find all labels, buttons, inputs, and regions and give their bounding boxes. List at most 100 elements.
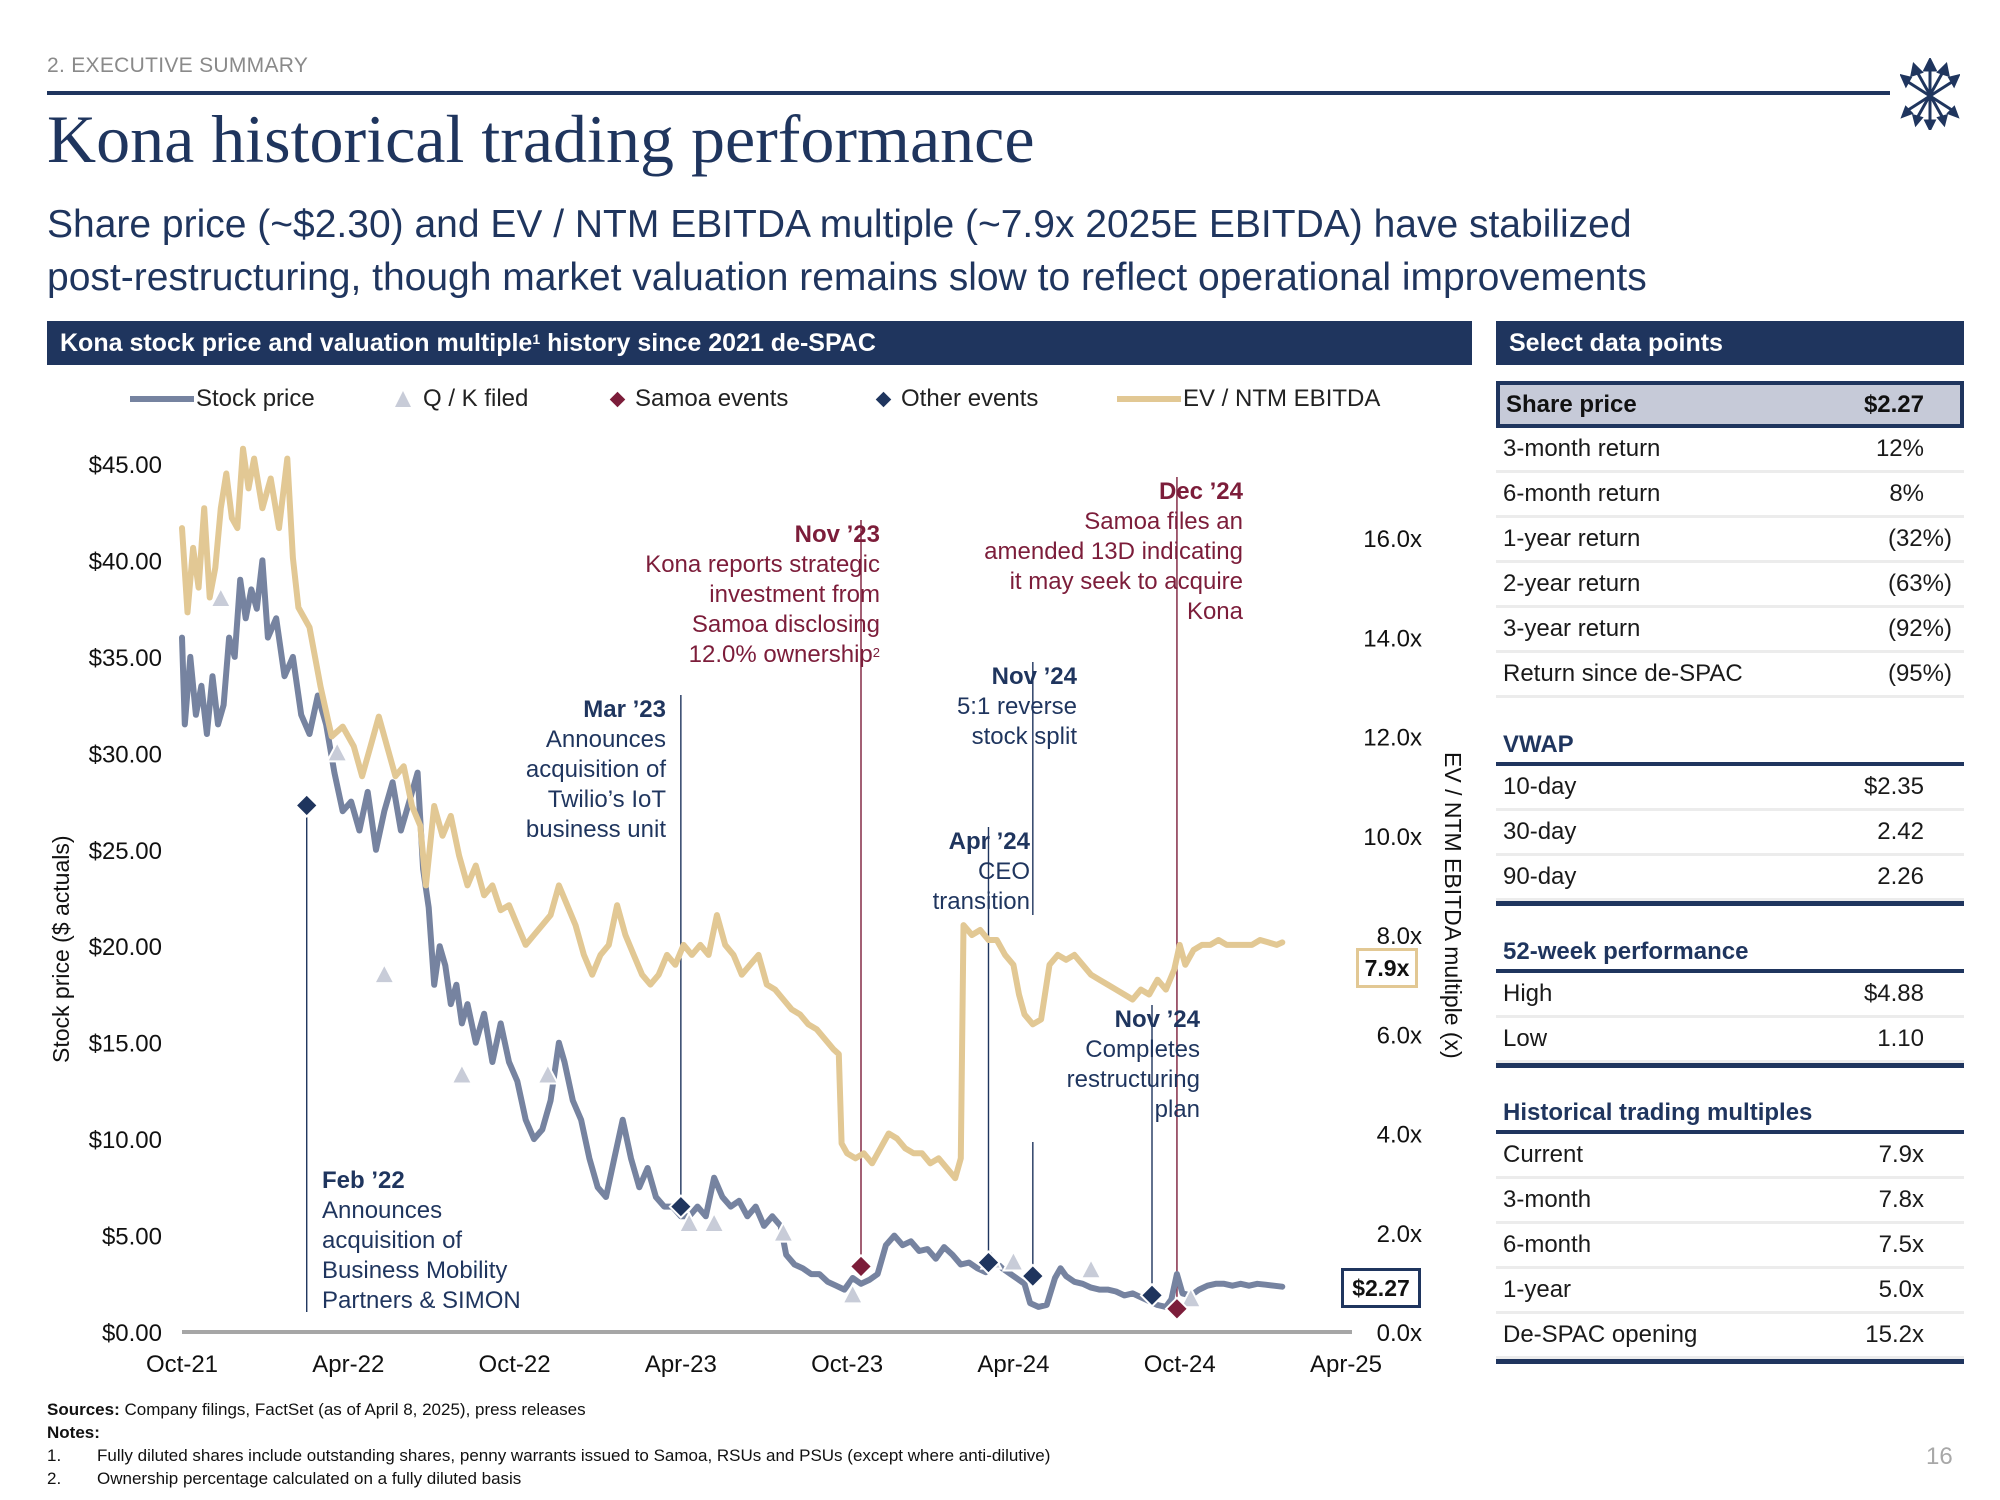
x-tick-label: Oct-21 xyxy=(146,1351,218,1378)
annotation-text: Business Mobility xyxy=(322,1257,508,1284)
row-label: Current xyxy=(1503,1141,1584,1168)
header-rule xyxy=(47,91,1890,95)
qk-filed-marker xyxy=(536,1062,560,1085)
annotation-text: stock split xyxy=(971,723,1077,750)
share-price-value: $2.27 xyxy=(1863,390,1924,418)
y-tick-label-left: $10.00 xyxy=(89,1127,162,1154)
x-tick-label: Oct-24 xyxy=(1144,1351,1216,1378)
section-label: 2. EXECUTIVE SUMMARY xyxy=(47,54,309,77)
stock-price-line xyxy=(179,557,1286,1310)
row-label: 3-month return xyxy=(1503,435,1661,462)
annotation-text: restructuring xyxy=(1066,1066,1200,1093)
arrows-bundle-icon xyxy=(1900,58,1960,130)
row-value: $2.35 xyxy=(1863,773,1924,800)
chart-legend: Stock price Q / K filed Samoa events Oth… xyxy=(130,382,1430,416)
note-text: Fully diluted shares include outstanding… xyxy=(97,1446,1051,1465)
annotation-apr-24: Apr ’24 CEO transition xyxy=(933,827,1030,917)
qk-filed-marker xyxy=(325,740,349,763)
footnote-ref-1: 1 xyxy=(532,331,541,347)
row-label: Low xyxy=(1503,1025,1548,1052)
row-value: (92%) xyxy=(1887,615,1952,642)
current-price-label: $2.27 xyxy=(1341,1268,1421,1308)
qk-filed-marker xyxy=(702,1210,726,1233)
page-title: Kona historical trading performance xyxy=(47,101,1035,177)
table-row: Return since de-SPAC (95%) xyxy=(1496,653,1964,698)
annotation-text: it may seek to acquire xyxy=(1009,568,1243,595)
legend-item-stock-price: Stock price xyxy=(130,382,315,416)
y-tick-label-left: $20.00 xyxy=(89,934,162,961)
row-value: 2.26 xyxy=(1877,863,1924,890)
annotation-text: Twilio’s IoT xyxy=(547,786,666,813)
annotation-nov-24-split: Nov ’24 5:1 reverse stock split xyxy=(957,662,1077,752)
table-row: 6-month 7.5x xyxy=(1496,1224,1964,1269)
legend-label: Q / K filed xyxy=(423,385,529,412)
qk-filed-marker xyxy=(450,1062,474,1085)
annotation-date: Nov ’24 xyxy=(1114,1006,1200,1033)
row-value: $4.88 xyxy=(1863,980,1924,1007)
table-row: 1-year 5.0x xyxy=(1496,1269,1964,1314)
annotation-date: Feb ’22 xyxy=(322,1167,405,1194)
y-tick-label-left: $35.00 xyxy=(89,645,162,672)
qk-filed-marker xyxy=(1179,1286,1203,1309)
ev-ebitda-line xyxy=(179,445,1286,1182)
annotation-date: Nov ’24 xyxy=(991,663,1077,690)
annotation-text: Kona reports strategic xyxy=(645,551,880,578)
row-label: 1-year xyxy=(1503,1276,1572,1303)
x-tick-label: Apr-25 xyxy=(1310,1351,1382,1378)
x-tick-label: Oct-22 xyxy=(479,1351,551,1378)
annotation-date: Mar ’23 xyxy=(583,696,666,723)
y-tick-label-right: 2.0x xyxy=(1377,1221,1422,1248)
y-tick-label-left: $30.00 xyxy=(89,741,162,768)
notes-label: Notes: xyxy=(47,1423,100,1442)
chart-panel-header: Kona stock price and valuation multiple1… xyxy=(47,321,1472,365)
annotation-text: Completes xyxy=(1085,1036,1200,1063)
annotation-nov-23: Nov ’23 Kona reports strategic investmen… xyxy=(645,520,880,670)
row-label: 10-day xyxy=(1503,773,1577,800)
annotation-text: 12.0% ownership xyxy=(688,641,873,668)
table-end-rule xyxy=(1496,1063,1964,1068)
x-tick-label: Oct-23 xyxy=(811,1351,883,1378)
note-2: 2. Ownership percentage calculated on a f… xyxy=(47,1467,1050,1490)
row-label: 90-day xyxy=(1503,863,1577,890)
subtitle-line-2: post-restructuring, though market valuat… xyxy=(47,256,1647,299)
page-subtitle: Share price (~$2.30) and EV / NTM EBITDA… xyxy=(47,198,1947,304)
note-text: Ownership percentage calculated on a ful… xyxy=(97,1469,522,1488)
annotation-text: investment from xyxy=(709,581,880,608)
legend-swatch-line xyxy=(1117,396,1181,402)
annotation-date: Nov ’23 xyxy=(794,521,880,548)
row-label: High xyxy=(1503,980,1553,1007)
x-tick-label: Apr-24 xyxy=(977,1351,1049,1378)
week52-table: 52-week performance High $4.88 Low 1.10 xyxy=(1496,929,1964,1068)
qk-filed-marker xyxy=(209,585,233,609)
chart-panel-title: Kona stock price and valuation multiple xyxy=(60,329,533,357)
chart-panel-title-rest: history since 2021 de-SPAC xyxy=(540,329,876,357)
row-value: 2.42 xyxy=(1877,818,1924,845)
table-row: High $4.88 xyxy=(1496,973,1964,1018)
annotation-feb-22: Feb ’22 Announces acquisition of Busines… xyxy=(322,1166,521,1316)
row-label: 6-month return xyxy=(1503,480,1661,507)
y-tick-label-right: 14.0x xyxy=(1363,625,1422,652)
y-tick-label-left: $5.00 xyxy=(102,1224,162,1251)
annotation-text: transition xyxy=(932,888,1030,915)
week52-title: 52-week performance xyxy=(1496,929,1964,973)
y-tick-label-right: 10.0x xyxy=(1363,824,1422,851)
row-value: 7.9x xyxy=(1878,1141,1924,1168)
y-tick-label-right: 8.0x xyxy=(1377,923,1422,950)
vwap-table: VWAP 10-day $2.35 30-day 2.42 90-day 2.26 xyxy=(1496,722,1964,906)
y-tick-label-left: $0.00 xyxy=(102,1320,162,1347)
table-end-rule xyxy=(1496,1359,1964,1364)
legend-label: Samoa events xyxy=(635,385,789,412)
table-row: 3-month 7.8x xyxy=(1496,1179,1964,1224)
legend-label: EV / NTM EBITDA xyxy=(1183,385,1381,412)
returns-table: 3-month return 12% 6-month return 8% 1-yea… xyxy=(1496,428,1964,698)
annotation-date: Dec ’24 xyxy=(1158,478,1243,505)
samoa-event-marker xyxy=(848,1254,874,1279)
y-tick-label-right: 12.0x xyxy=(1363,725,1422,752)
annotation-text: Samoa files an xyxy=(1084,508,1243,535)
annotation-nov-24-restructuring: Nov ’24 Completes restructuring plan xyxy=(1067,1005,1200,1125)
table-row: Low 1.10 xyxy=(1496,1018,1964,1063)
legend-swatch-line xyxy=(130,396,194,402)
legend-label: Other events xyxy=(901,385,1039,412)
row-label: 3-year return xyxy=(1503,615,1641,642)
annotation-text: Samoa disclosing xyxy=(691,611,880,638)
